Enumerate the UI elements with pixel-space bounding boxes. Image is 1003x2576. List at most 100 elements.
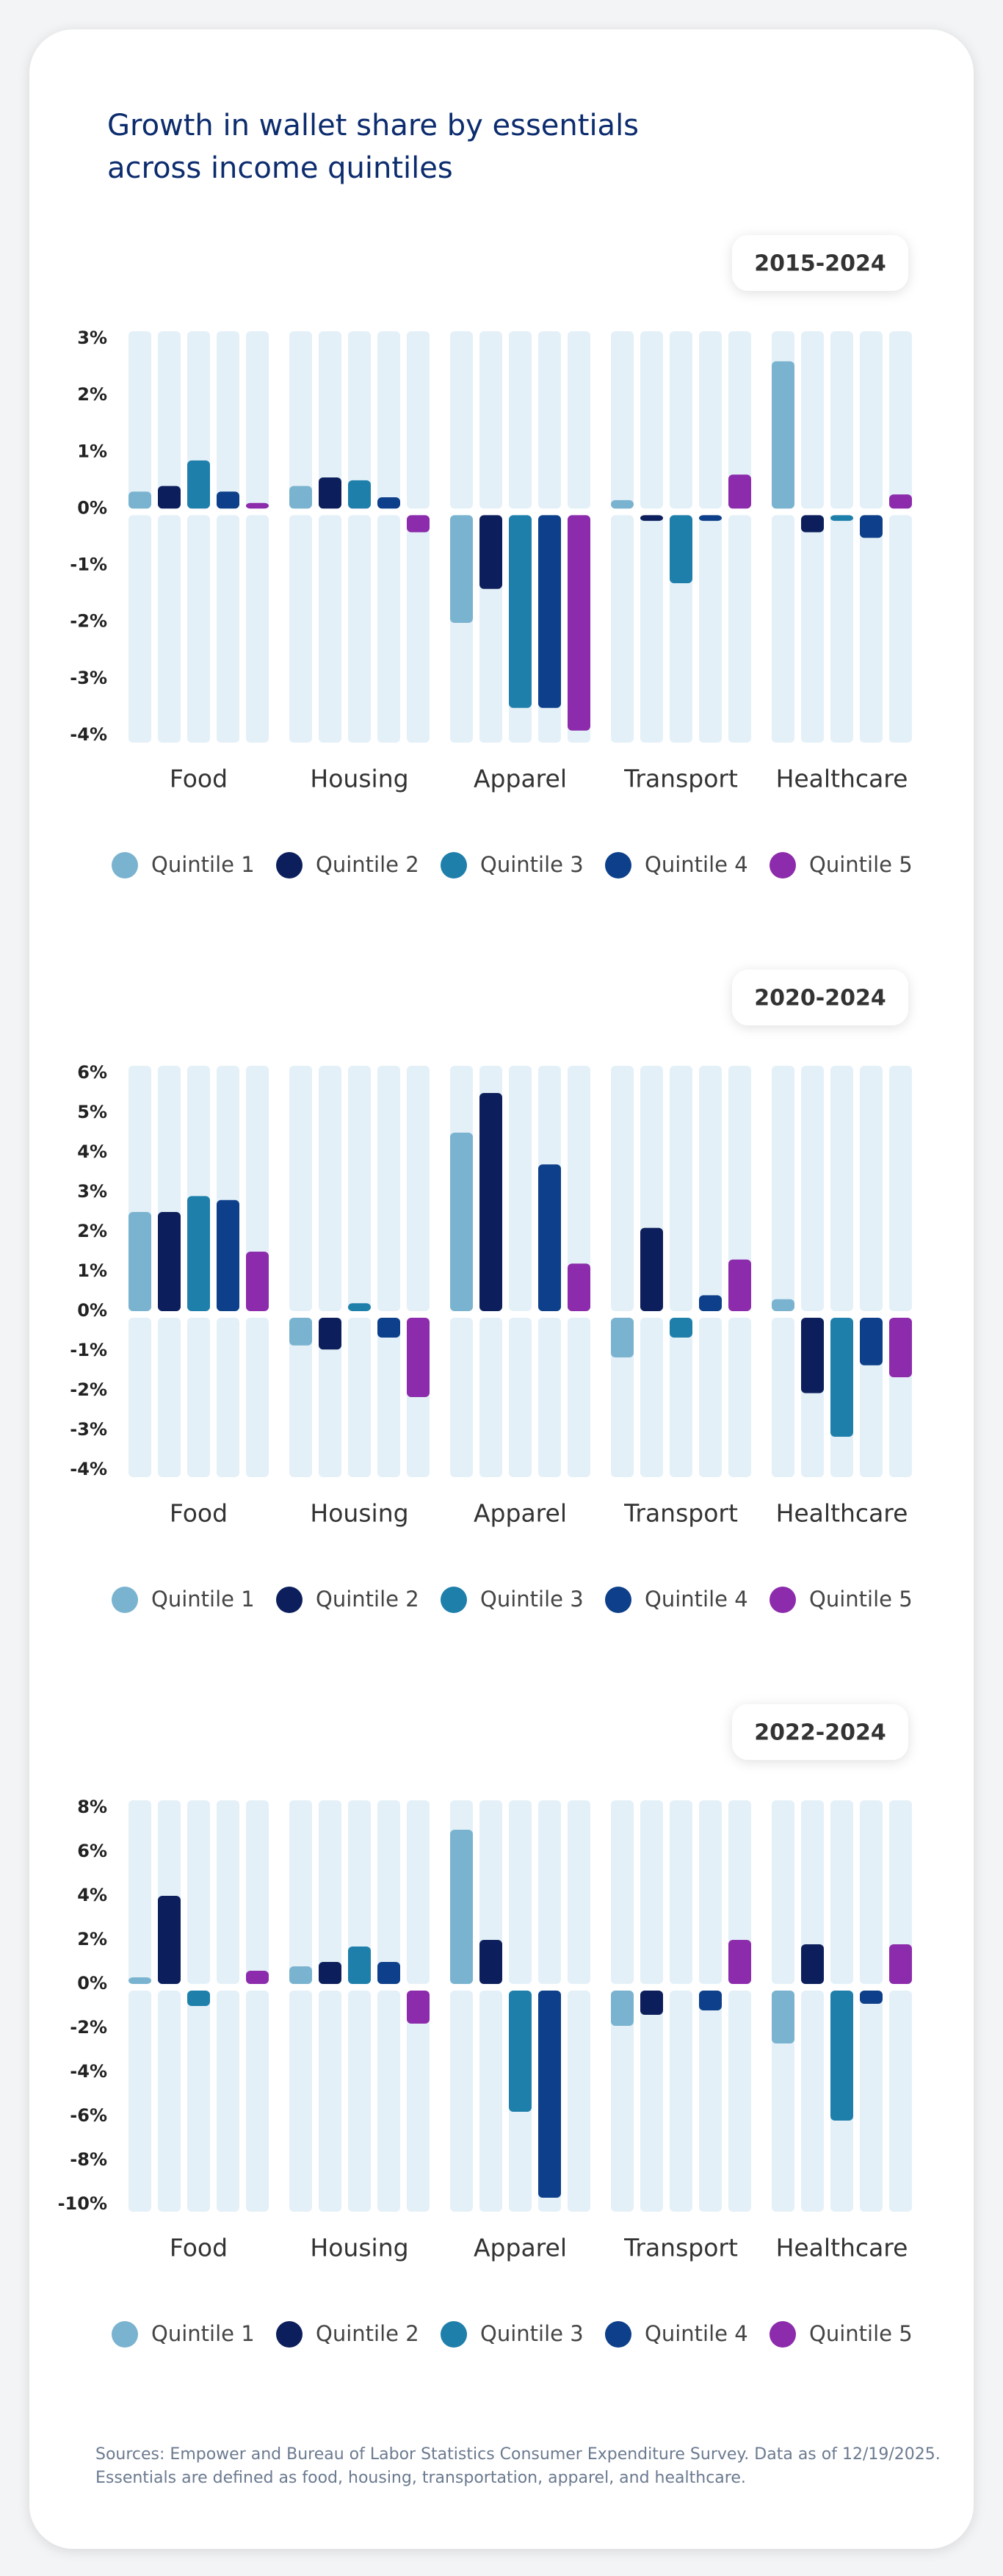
bar <box>670 515 692 583</box>
column-bg <box>187 1800 210 1984</box>
column-bg <box>699 515 722 743</box>
column-bg <box>479 1800 502 1984</box>
column-bg <box>801 1066 824 1311</box>
legend-label: Quintile 3 <box>480 2321 584 2346</box>
column-bg <box>289 1800 312 1984</box>
column-bg <box>217 1991 239 2212</box>
column-bg <box>319 1800 341 1984</box>
bar <box>128 1977 151 1984</box>
column-bg <box>860 1800 883 1984</box>
column-bg <box>640 1318 663 1477</box>
column-bg <box>568 1318 590 1477</box>
column-bg <box>670 1318 692 1477</box>
bar <box>860 515 883 538</box>
bar <box>509 1991 532 2112</box>
column-bg <box>348 1991 371 2212</box>
bar <box>407 515 430 533</box>
column-bg <box>860 1991 883 2212</box>
y-tick-label: -2% <box>70 1379 107 1400</box>
bar <box>450 1830 473 1984</box>
column-bg <box>509 1066 532 1311</box>
column-bg <box>479 1991 502 2212</box>
legend-swatch <box>441 852 467 878</box>
legend-swatch <box>112 2321 138 2348</box>
column-bg <box>319 1991 341 2212</box>
legend-label: Quintile 1 <box>151 852 255 877</box>
column-bg <box>407 331 430 509</box>
legend-label: Quintile 2 <box>316 1587 419 1612</box>
x-tick-label: Apparel <box>474 765 567 793</box>
column-bg <box>319 331 341 509</box>
column-bg <box>289 1991 312 2212</box>
legend-swatch <box>605 2321 631 2348</box>
bar <box>611 499 634 509</box>
y-tick-label: -10% <box>58 2193 107 2214</box>
column-bg <box>830 1066 853 1311</box>
column-bg <box>158 1318 181 1477</box>
x-tick-label: Housing <box>310 2234 408 2262</box>
bar <box>611 1318 634 1357</box>
y-tick-label: 1% <box>77 1260 107 1281</box>
y-tick-label: -4% <box>70 724 107 745</box>
bar <box>830 1318 853 1437</box>
column-bg <box>568 1991 590 2212</box>
column-bg <box>670 1800 692 1984</box>
column-bg <box>289 1066 312 1311</box>
bar <box>772 1299 794 1311</box>
bar <box>728 1259 751 1311</box>
x-tick-label: Transport <box>623 1499 738 1528</box>
column-bg <box>348 1800 371 1984</box>
column-bg <box>860 515 883 743</box>
legend-swatch <box>112 852 138 878</box>
period-label: 2020-2024 <box>754 986 886 1011</box>
y-tick-label: 0% <box>77 1973 107 1994</box>
legend-swatch <box>276 2321 303 2348</box>
column-bg <box>509 1800 532 1984</box>
column-bg <box>699 1800 722 1984</box>
column-bg <box>889 331 912 509</box>
bar <box>128 1212 151 1311</box>
column-bg <box>801 1991 824 2212</box>
bar <box>568 1263 590 1311</box>
bar <box>772 1991 794 2043</box>
column-bg <box>158 1991 181 2212</box>
column-bg <box>772 1066 794 1311</box>
bar <box>568 515 590 731</box>
y-tick-label: 0% <box>77 1300 107 1321</box>
bar <box>158 1896 181 1984</box>
column-bg <box>407 1991 430 2212</box>
bar <box>377 1318 400 1338</box>
y-tick-label: -6% <box>70 2105 107 2126</box>
column-bg <box>246 1066 269 1311</box>
column-bg <box>187 515 210 743</box>
column-bg <box>246 1318 269 1477</box>
legend-label: Quintile 2 <box>316 852 419 877</box>
legend-swatch <box>441 2321 467 2348</box>
bar <box>728 1940 751 1984</box>
bar <box>289 486 312 509</box>
column-bg <box>640 331 663 509</box>
column-bg <box>801 515 824 743</box>
bar <box>158 486 181 509</box>
column-bg <box>830 515 853 743</box>
y-tick-label: 2% <box>77 1929 107 1949</box>
bar <box>217 491 239 509</box>
x-tick-label: Food <box>170 765 228 793</box>
column-bg <box>670 1066 692 1311</box>
column-bg <box>407 1066 430 1311</box>
bar <box>377 497 400 509</box>
bar <box>289 1966 312 1984</box>
column-bg <box>830 331 853 509</box>
column-bg <box>801 1800 824 1984</box>
column-bg <box>217 1318 239 1477</box>
column-bg <box>377 1318 400 1477</box>
legend-swatch <box>605 1587 631 1613</box>
column-bg <box>568 331 590 509</box>
bar <box>640 1991 663 2015</box>
column-bg <box>772 1318 794 1477</box>
column-bg <box>246 1991 269 2212</box>
bar <box>450 1133 473 1311</box>
bar <box>830 515 853 522</box>
